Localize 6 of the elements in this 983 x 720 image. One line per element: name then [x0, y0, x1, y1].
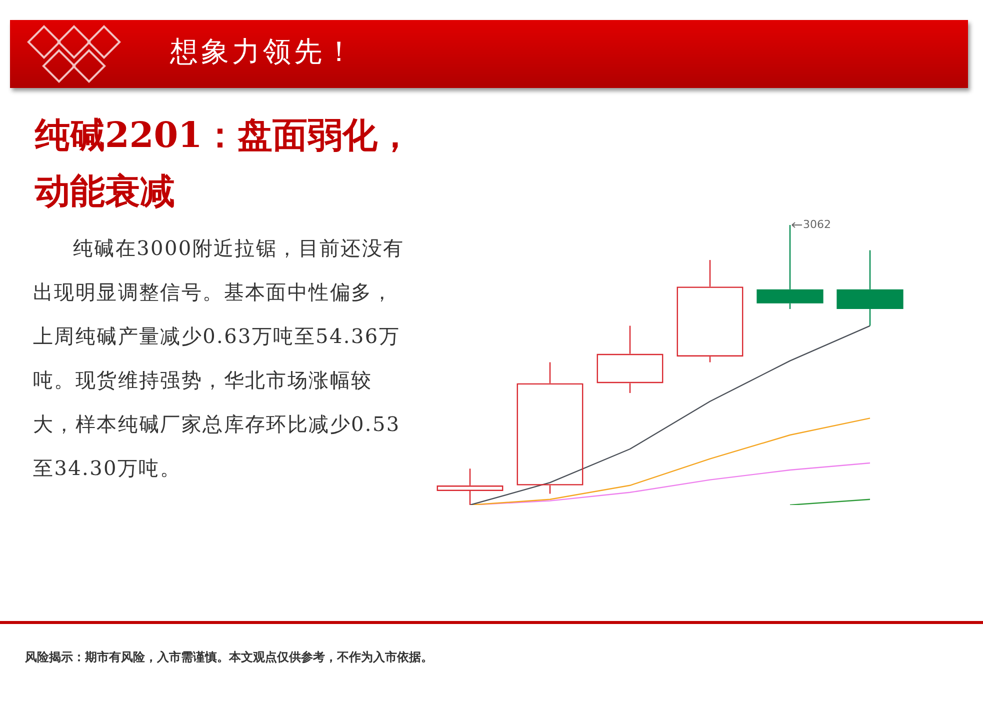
candlestick: [836, 250, 904, 326]
chart-subtitle: 想象力领先！: [170, 34, 356, 70]
text: 风险揭示：期市有风险，入市需谨慎。本文观点仅供参考，不作为入市依据。: [25, 649, 433, 666]
annotation: 3062: [803, 218, 831, 231]
text: 纯碱在3000附近拉锯，目前还没有出现明显调整信号。基本面中性偏多，上周纯碱产量减少0.63万吨至54.36万吨。现货维持强势，华北市场涨幅较大，样本纯碱厂家总库存环比减少0.53至34.30万吨。: [33, 235, 406, 482]
chart-title: 纯碱2201：盘面弱化，动能衰减: [35, 114, 414, 214]
